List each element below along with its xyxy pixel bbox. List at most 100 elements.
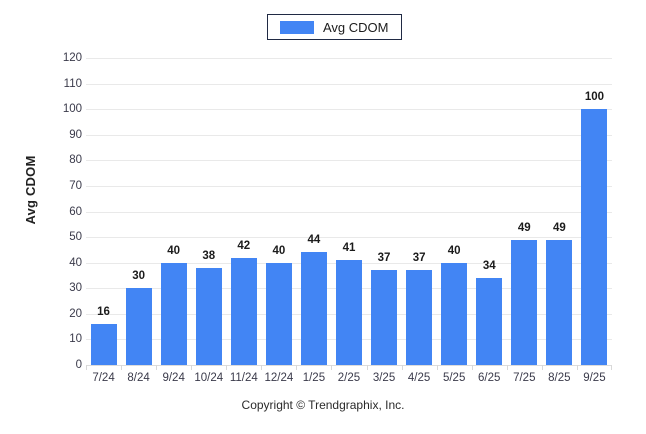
bar[interactable]: 41 bbox=[335, 243, 362, 365]
x-axis-tick-label: 8/25 bbox=[548, 372, 571, 384]
x-axis-tick-mark bbox=[576, 365, 578, 370]
bar-slot: 40 bbox=[156, 58, 191, 365]
y-axis-tick-label: 80 bbox=[69, 154, 82, 167]
y-axis-tick-label: 120 bbox=[62, 52, 82, 64]
y-axis-tick-label: 60 bbox=[69, 205, 82, 218]
bar-value-label: 37 bbox=[377, 252, 391, 265]
x-axis-tick-label: 1/25 bbox=[302, 372, 326, 384]
x-axis: 7/24 8/24 9/24 10/24 11/24 12/24 1/25 2/25 3/25 4… bbox=[86, 365, 612, 387]
gridline bbox=[86, 185, 612, 187]
bar[interactable]: 40 bbox=[441, 245, 468, 365]
y-axis-title: Avg CDOM bbox=[23, 155, 38, 225]
bar[interactable]: 30 bbox=[125, 271, 152, 365]
bar-slot: 40 bbox=[261, 58, 296, 365]
bar-slot: 16 bbox=[86, 58, 121, 365]
bar[interactable]: 37 bbox=[371, 253, 398, 365]
x-axis-tick: 8/24 bbox=[121, 365, 156, 387]
x-axis-tick-mark bbox=[86, 365, 87, 370]
legend-label: Avg CDOM bbox=[323, 19, 389, 35]
x-axis-tick: 9/25 bbox=[576, 365, 612, 387]
y-axis-tick-label: 90 bbox=[69, 128, 82, 141]
bar-value-label: 40 bbox=[167, 244, 181, 257]
gridline bbox=[86, 134, 612, 136]
x-axis-tick: 11/24 bbox=[226, 365, 261, 387]
x-axis-tick-mark bbox=[366, 365, 368, 370]
x-axis-tick-label: 10/24 bbox=[194, 372, 224, 384]
y-axis-tick-label: 0 bbox=[75, 359, 82, 371]
x-axis-tick-label: 5/25 bbox=[442, 372, 466, 384]
bar[interactable]: 16 bbox=[90, 307, 117, 365]
x-axis-tick-mark bbox=[296, 365, 298, 370]
bar-slot: 49 bbox=[507, 58, 542, 365]
x-axis-tick-mark bbox=[261, 365, 263, 370]
x-axis-tick: 2/25 bbox=[331, 365, 366, 387]
bar-slot: 37 bbox=[367, 58, 402, 365]
x-axis-tick: 5/25 bbox=[436, 365, 472, 387]
x-axis-tick: 8/25 bbox=[541, 365, 577, 387]
x-axis-tick-label: 2/25 bbox=[337, 372, 361, 384]
bar-slot: 40 bbox=[437, 58, 472, 365]
bar-value-label: 49 bbox=[517, 221, 531, 234]
y-axis-tick-label: 40 bbox=[69, 256, 82, 269]
x-axis-tick-mark bbox=[191, 365, 193, 370]
bar-slot: 49 bbox=[542, 58, 577, 365]
y-axis-tick-label: 100 bbox=[62, 103, 82, 116]
x-axis-tick: 4/25 bbox=[401, 365, 437, 387]
bar[interactable]: 100 bbox=[581, 92, 608, 365]
gridline bbox=[86, 211, 612, 213]
x-axis-tick-mark bbox=[541, 365, 543, 370]
x-axis-tick: 6/25 bbox=[471, 365, 507, 387]
x-axis-tick-label: 9/24 bbox=[162, 372, 185, 384]
bar-value-label: 49 bbox=[552, 221, 566, 234]
x-axis-tick-mark bbox=[331, 365, 333, 370]
bar-value-label: 40 bbox=[272, 244, 286, 257]
bar[interactable]: 40 bbox=[265, 245, 292, 365]
y-axis-tick-label: 110 bbox=[63, 77, 82, 90]
bar-value-label: 37 bbox=[412, 252, 426, 265]
bar-slot: 42 bbox=[226, 58, 261, 365]
bar-value-label: 100 bbox=[584, 91, 604, 104]
bar-slot: 41 bbox=[331, 58, 366, 365]
gridline bbox=[86, 83, 612, 85]
bar-value-label: 44 bbox=[307, 234, 321, 247]
bar-value-label: 16 bbox=[97, 306, 110, 319]
bar[interactable]: 34 bbox=[476, 261, 503, 365]
x-axis-tick-label: 8/24 bbox=[127, 372, 150, 384]
bar[interactable]: 44 bbox=[300, 235, 327, 365]
chart-legend[interactable]: Avg CDOM bbox=[267, 14, 402, 40]
bar-value-label: 42 bbox=[237, 239, 251, 252]
bar[interactable]: 42 bbox=[230, 240, 257, 365]
x-axis-tick: 7/25 bbox=[506, 365, 542, 387]
x-axis-tick: 12/24 bbox=[261, 365, 296, 387]
x-axis-tick-label: 4/25 bbox=[407, 372, 431, 384]
y-axis-tick-label: 70 bbox=[69, 179, 82, 192]
copyright-notice: Copyright © Trendgraphix, Inc. bbox=[241, 398, 405, 412]
bar[interactable]: 38 bbox=[195, 250, 222, 365]
bar-slot: 37 bbox=[402, 58, 437, 365]
legend-swatch-icon bbox=[280, 20, 314, 34]
bar-slot: 44 bbox=[296, 58, 331, 365]
x-axis-tick: 3/25 bbox=[366, 365, 402, 387]
y-axis-tick-label: 10 bbox=[69, 333, 82, 346]
x-axis-tick-mark bbox=[156, 365, 158, 370]
y-axis-tick-label: 30 bbox=[69, 282, 82, 295]
x-axis-tick-label: 3/25 bbox=[372, 372, 396, 384]
x-axis-tick-label: 6/25 bbox=[478, 372, 501, 384]
bar[interactable]: 40 bbox=[160, 245, 187, 365]
gridline bbox=[86, 160, 612, 162]
bar-slot: 34 bbox=[472, 58, 507, 365]
x-axis-tick: 9/24 bbox=[156, 365, 191, 387]
bar-slot: 30 bbox=[121, 58, 156, 365]
x-axis-tick-mark bbox=[471, 365, 473, 370]
bar[interactable]: 37 bbox=[406, 253, 433, 365]
bar[interactable]: 49 bbox=[546, 222, 573, 365]
gridline bbox=[86, 237, 612, 239]
bar-series: 16 30 40 38 42 40 44 41 37 37 40 34 49 49 100 bbox=[86, 58, 612, 365]
bar-slot: 100 bbox=[577, 58, 612, 365]
bar[interactable]: 49 bbox=[511, 222, 538, 365]
bar-value-label: 40 bbox=[447, 244, 461, 257]
x-axis-tick-label: 7/25 bbox=[513, 372, 536, 384]
bar-value-label: 38 bbox=[202, 249, 216, 262]
y-axis-ticks: 120 110 100 90 80 70 60 50 40 30 20 10 0 bbox=[48, 52, 82, 370]
